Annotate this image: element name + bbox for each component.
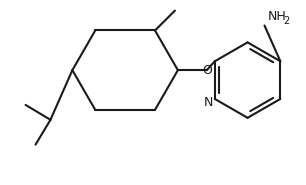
Text: NH: NH	[267, 10, 286, 23]
Text: O: O	[202, 64, 212, 77]
Text: N: N	[204, 96, 214, 109]
Text: 2: 2	[283, 16, 290, 26]
